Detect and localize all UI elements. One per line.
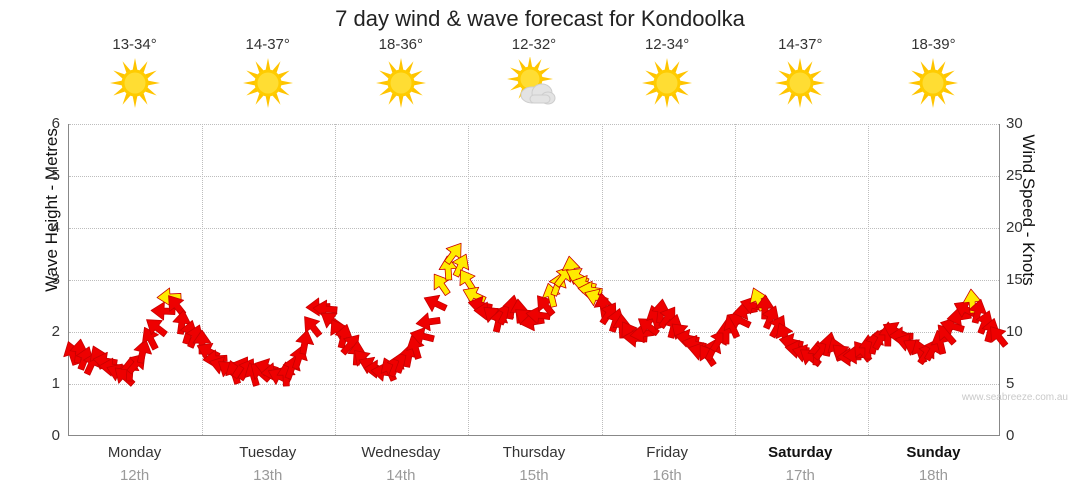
right-tick-5: 5 — [1006, 375, 1015, 392]
wind-arrow — [299, 313, 325, 339]
wind-arrow — [538, 282, 564, 308]
day-header-sunday: 18-39° — [867, 36, 1000, 109]
right-tick-15: 15 — [1006, 271, 1023, 288]
gridline-horizontal — [69, 280, 999, 281]
temperature-range: 18-36° — [378, 36, 424, 53]
day-date: 15th — [519, 467, 549, 484]
left-tick-6: 6 — [51, 115, 60, 132]
day-header-wednesday: 18-36° — [334, 36, 467, 109]
day-footer-thursday: Thursday 15th — [467, 444, 600, 484]
day-name: Thursday — [502, 444, 566, 461]
wind-arrow — [415, 309, 441, 335]
day-date: 12th — [119, 467, 150, 484]
day-date: 13th — [253, 467, 283, 484]
sunny-icon — [107, 57, 163, 109]
day-footer-monday: Monday 12th — [68, 444, 201, 484]
day-name: Monday — [107, 444, 162, 461]
gridline-day-separator — [601, 124, 603, 435]
wind-arrow — [985, 323, 1011, 349]
left-tick-2: 2 — [51, 323, 60, 340]
left-tick-1: 1 — [51, 375, 60, 392]
right-tick-0: 0 — [1006, 427, 1015, 444]
gridline-day-separator — [867, 124, 869, 435]
right-tick-30: 30 — [1006, 115, 1023, 132]
day-footer-sunday: Sunday 18th — [867, 444, 1000, 484]
day-footer-friday: Friday 16th — [601, 444, 734, 484]
temperature-range: 12-34° — [644, 36, 690, 53]
left-tick-4: 4 — [51, 219, 60, 236]
day-date: 18th — [918, 467, 949, 484]
wind-arrow — [150, 298, 176, 324]
wind-arrow — [402, 334, 428, 360]
sunny-icon — [772, 57, 828, 109]
day-header-saturday: 14-37° — [734, 36, 867, 109]
day-name: Saturday — [768, 444, 833, 461]
right-tick-25: 25 — [1006, 167, 1023, 184]
gridline-horizontal — [69, 124, 999, 125]
watermark: www.seabreeze.com.au — [961, 392, 1068, 403]
wind-arrow — [137, 325, 163, 351]
temperature-range: 14-37° — [245, 36, 290, 53]
day-date: 14th — [386, 467, 416, 484]
day-footer-tuesday: Tuesday 13th — [201, 444, 334, 484]
temperature-range: 13-34° — [112, 36, 157, 53]
wind-arrow — [409, 323, 435, 349]
temperature-range: 12-32° — [511, 36, 557, 53]
wind-arrow — [927, 329, 953, 356]
partly-cloudy-icon — [506, 56, 562, 109]
day-date: 17th — [785, 467, 815, 484]
day-header-monday: 13-34° — [68, 36, 201, 109]
gridline-day-separator — [202, 124, 204, 435]
right-tick-10: 10 — [1006, 323, 1023, 340]
day-name: Tuesday — [239, 444, 297, 461]
gridline-day-separator — [734, 124, 736, 435]
wind-arrow — [273, 361, 299, 387]
wind-arrow — [435, 255, 461, 281]
day-header-thursday: 12-32° — [467, 36, 600, 109]
right-tick-20: 20 — [1006, 219, 1023, 236]
left-tick-5: 5 — [51, 167, 60, 184]
left-tick-3: 3 — [51, 271, 60, 288]
left-tick-0: 0 — [51, 427, 60, 444]
sunny-icon — [373, 57, 429, 109]
gridline-horizontal — [69, 228, 999, 229]
wind-arrow — [448, 252, 474, 278]
day-header-friday: 12-34° — [601, 36, 734, 109]
wind-arrow — [143, 314, 169, 340]
temperature-range: 18-39° — [911, 36, 956, 53]
sunny-icon — [240, 57, 296, 109]
day-name: Sunday — [906, 444, 961, 461]
wind-arrow — [292, 329, 318, 356]
day-footer-wednesday: Wednesday 14th — [334, 444, 467, 484]
day-date: 16th — [652, 467, 682, 484]
wind-arrow — [130, 338, 156, 364]
wind-arrow — [422, 290, 448, 316]
sunny-icon — [905, 57, 961, 109]
day-footer-saturday: Saturday 17th — [734, 444, 867, 484]
plot-area — [63, 124, 1008, 436]
gridline-horizontal — [69, 332, 999, 333]
page-title: 7 day wind & wave forecast for Kondoolka — [335, 6, 745, 31]
gridline-horizontal — [69, 384, 999, 385]
day-name: Friday — [646, 444, 688, 461]
gridline-day-separator — [335, 124, 337, 435]
gridline-horizontal — [69, 176, 999, 177]
wind-arrow — [189, 329, 215, 355]
day-header-tuesday: 14-37° — [201, 36, 334, 109]
temperature-range: 14-37° — [778, 36, 823, 53]
day-name: Wednesday — [361, 444, 441, 461]
sunny-icon — [639, 57, 695, 109]
